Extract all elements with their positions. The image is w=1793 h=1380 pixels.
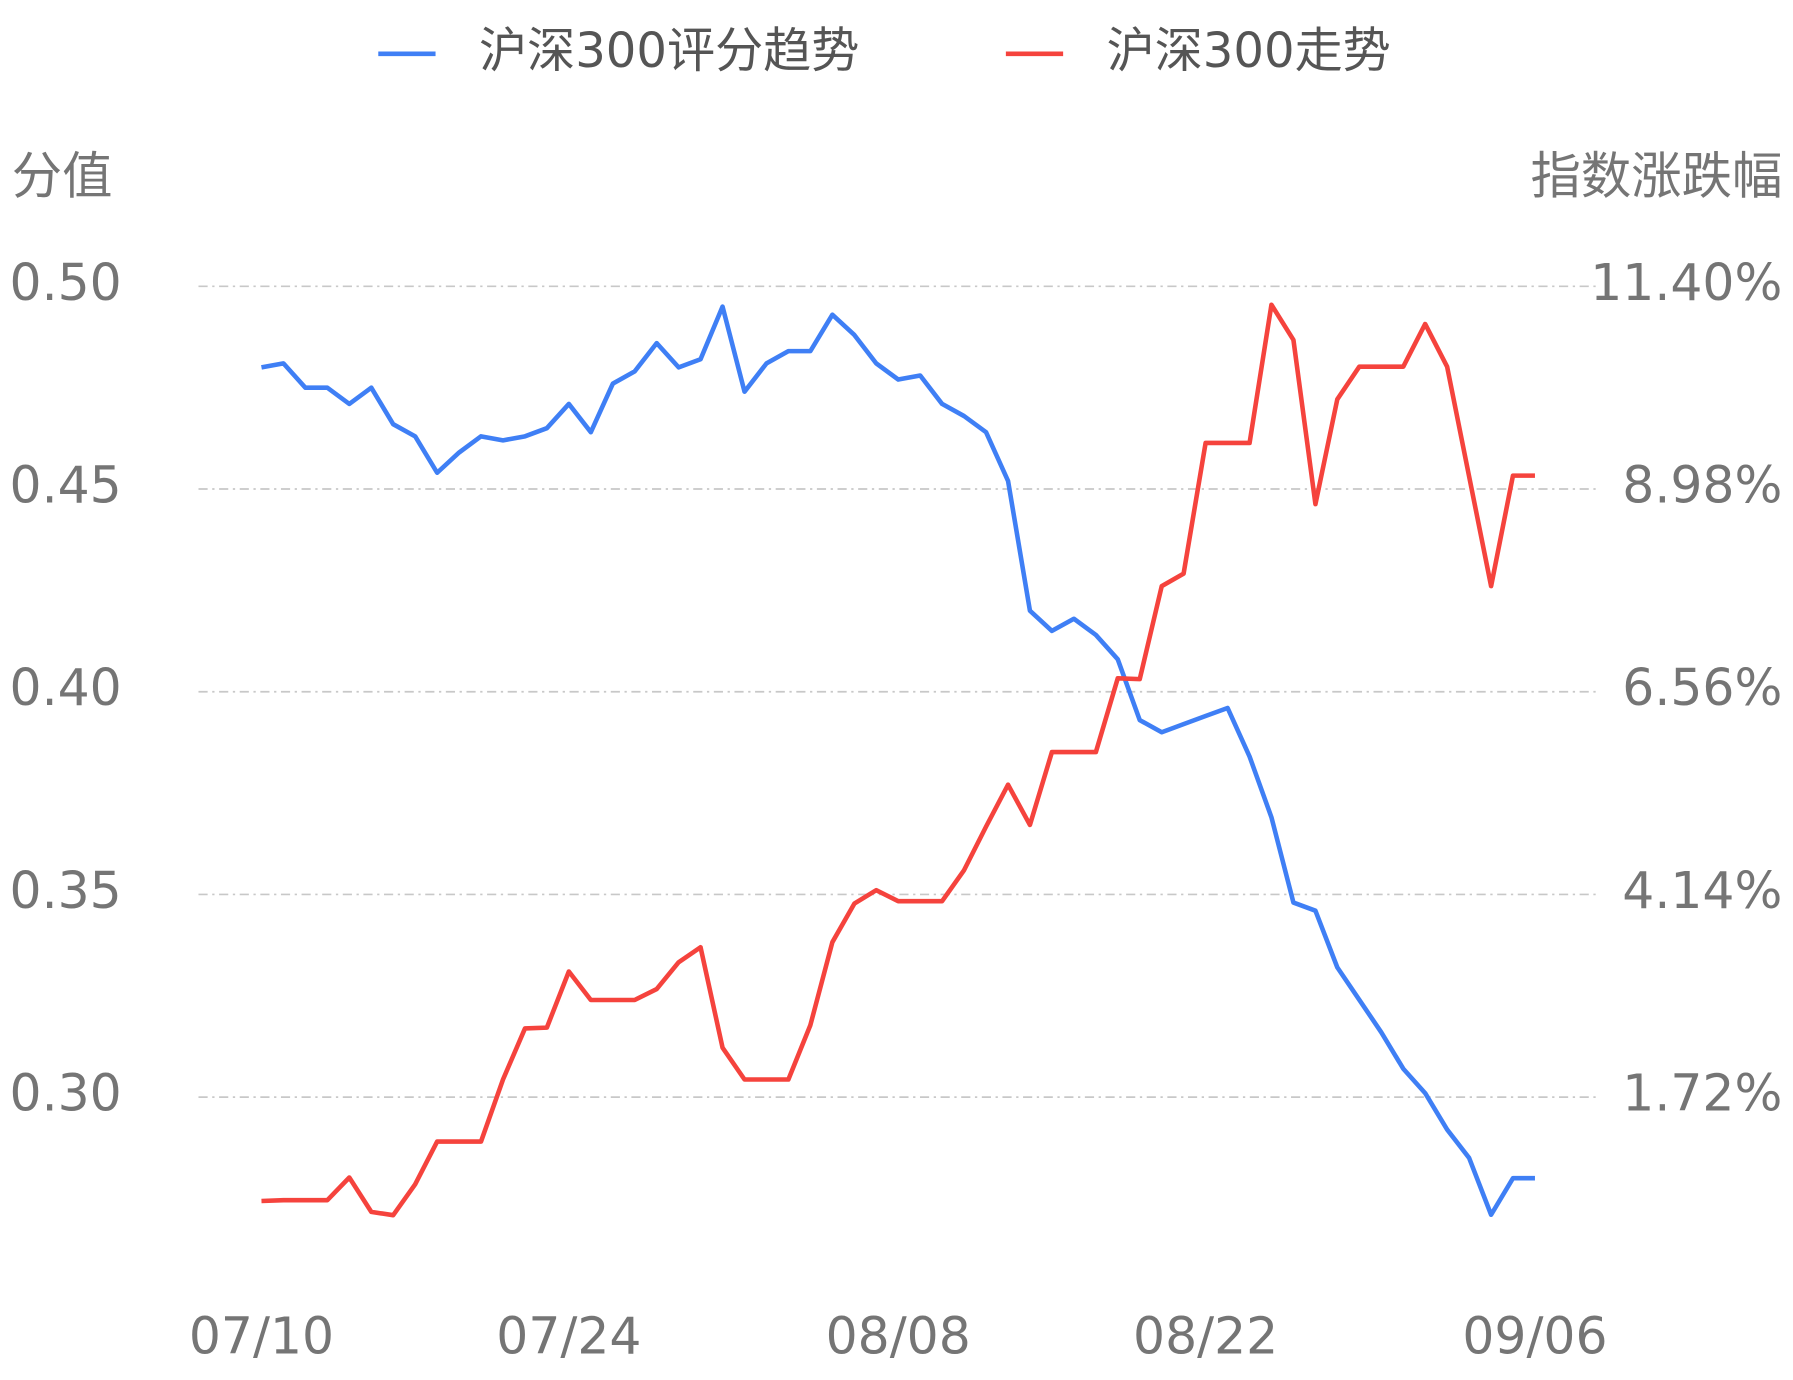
x-tick-label: 07/10 [189,1306,334,1365]
y-tick-label: 0.40 [10,658,122,717]
y2-tick-label: 6.56% [1622,658,1782,717]
legend-label: 沪深300评分趋势 [479,23,859,79]
y-tick-label: 0.50 [10,253,122,312]
y-tick-label: 0.30 [10,1064,122,1123]
y-axis-title: 分值 [12,146,113,205]
y-tick-label: 0.45 [10,456,122,515]
legend-label: 沪深300走势 [1107,23,1391,79]
y-tick-label: 0.35 [10,861,122,920]
line-series [261,302,1535,1218]
y2-tick-label: 1.72% [1622,1064,1782,1123]
x-tick-label: 08/22 [1133,1306,1278,1365]
x-tick-label: 07/24 [496,1306,641,1365]
y2-tick-label: 4.14% [1622,861,1782,920]
x-tick-label: 09/06 [1462,1306,1607,1365]
y2-axis-title: 指数涨跌幅 [1530,146,1782,205]
y2-tick-label: 11.40% [1590,253,1782,312]
y2-tick-label: 8.98% [1622,456,1782,515]
x-tick-label: 08/08 [826,1306,971,1365]
line-series [261,304,1535,1218]
